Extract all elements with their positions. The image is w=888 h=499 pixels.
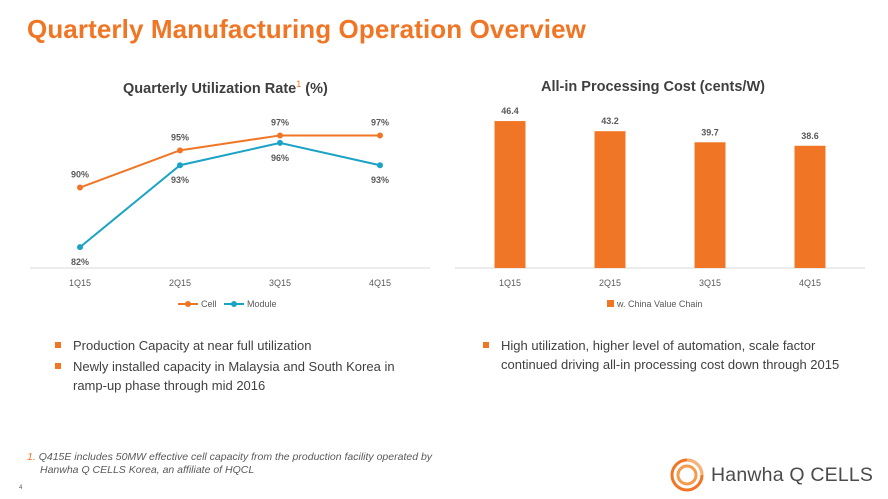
hanwha-logo-icon	[670, 458, 704, 492]
bar-2q15	[594, 131, 626, 268]
page-title: Quarterly Manufacturing Operation Overvi…	[27, 14, 586, 44]
x-tick-label: 1Q15	[69, 278, 91, 288]
left-bullet-item: Production Capacity at near full utiliza…	[52, 336, 422, 355]
x-tick-label: 3Q15	[269, 278, 291, 288]
utilization-line-chart: 1Q15 2Q15 3Q15 4Q15 90% 95% 97% 97% 82% 93% 96% 93%…	[30, 117, 430, 309]
data-label-cell: 97%	[271, 117, 289, 127]
footnote: 1. Q415E includes 50MW effective cell ca…	[27, 451, 432, 477]
legend-label-module: Module	[247, 299, 277, 309]
data-label-module: 93%	[171, 175, 189, 185]
bar-3q15	[694, 142, 726, 268]
processing-cost-bar-chart: 46.4 1Q15 43.2 2Q15 39.7 3Q15 38.6 4Q15 w. China…	[455, 106, 865, 309]
data-point-cell	[177, 147, 183, 154]
data-label-cell: 90%	[71, 170, 89, 180]
x-tick-label: 2Q15	[599, 278, 621, 288]
data-point-cell	[277, 132, 283, 139]
footnote-line-1-text: Q415E includes 50MW effective cell capac…	[38, 451, 433, 463]
x-tick-label: 4Q15	[799, 278, 821, 288]
legend-marker-cell	[185, 301, 191, 307]
footnote-number: 1.	[27, 451, 36, 463]
legend-swatch	[607, 300, 614, 307]
x-tick-label: 2Q15	[169, 278, 191, 288]
data-label-module: 93%	[371, 175, 389, 185]
bar-value-label: 46.4	[501, 106, 519, 116]
data-point-module	[177, 162, 183, 169]
data-label-cell: 97%	[371, 117, 389, 127]
left-bullet-list: Production Capacity at near full utiliza…	[52, 336, 422, 397]
bar-value-label: 43.2	[601, 116, 619, 126]
page-number: 4	[19, 485, 23, 491]
x-tick-label: 3Q15	[699, 278, 721, 288]
bar-value-label: 38.6	[801, 131, 819, 141]
data-point-module	[77, 244, 83, 251]
utilization-title-unit: (%)	[305, 81, 328, 97]
utilization-chart-title: Quarterly Utilization Rate1 (%)	[123, 79, 328, 97]
right-bullet-item: High utilization, higher level of automa…	[480, 336, 850, 374]
cost-chart-title: All-in Processing Cost (cents/W)	[541, 79, 765, 95]
bullet-marker	[483, 342, 489, 348]
x-tick-label: 4Q15	[369, 278, 391, 288]
data-label-cell: 95%	[171, 132, 189, 142]
bullet-text: High utilization, higher level of automa…	[501, 338, 840, 372]
footnote-line-1: 1. Q415E includes 50MW effective cell ca…	[27, 451, 432, 464]
utilization-title-footnote-mark: 1	[296, 79, 302, 89]
footnote-line-2: Hanwha Q CELLS Korea, an affiliate of HQ…	[40, 464, 255, 476]
bullet-marker	[55, 363, 61, 369]
bullet-marker	[55, 342, 61, 348]
x-tick-label: 1Q15	[499, 278, 521, 288]
data-label-module: 82%	[71, 257, 89, 267]
series-line-module	[79, 141, 381, 248]
logo-text: Hanwha Q CELLS	[711, 463, 874, 486]
left-bullet-item: Newly installed capacity in Malaysia and…	[52, 357, 422, 395]
data-point-cell	[377, 132, 383, 139]
bar-4q15	[794, 145, 826, 268]
data-label-module: 96%	[271, 153, 289, 163]
company-logo: Hanwha Q CELLS	[668, 456, 873, 494]
data-point-module	[277, 139, 283, 146]
legend-marker-module	[231, 301, 237, 307]
right-bullet-list: High utilization, higher level of automa…	[480, 336, 850, 376]
utilization-title-text: Quarterly Utilization Rate	[123, 81, 297, 97]
bullet-text: Newly installed capacity in Malaysia and…	[73, 359, 395, 393]
data-point-module	[377, 162, 383, 169]
data-point-cell	[77, 184, 83, 191]
series-line-cell	[79, 134, 380, 189]
bar-value-label: 39.7	[701, 127, 719, 137]
legend-label-cell: Cell	[201, 299, 217, 309]
bar-1q15	[494, 121, 526, 268]
legend-label: w. China Value Chain	[616, 299, 702, 309]
bullet-text: Production Capacity at near full utiliza…	[73, 338, 312, 353]
